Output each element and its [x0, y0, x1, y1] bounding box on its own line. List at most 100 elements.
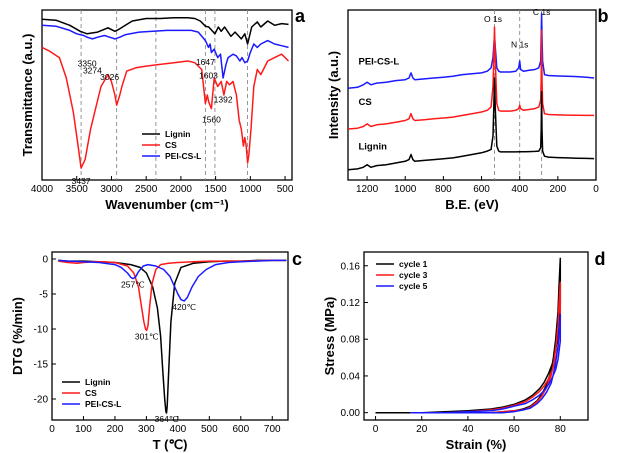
- x-tick-label: 1000: [394, 184, 417, 195]
- legend-label: CS: [85, 388, 97, 398]
- y-axis-label: DTG (%/min): [10, 297, 25, 375]
- series-tag: CS: [358, 97, 371, 108]
- x-tick-label: 3500: [66, 184, 89, 195]
- y-tick-label: 0.12: [341, 298, 361, 309]
- series-line-lignin: [348, 77, 595, 171]
- x-tick-label: 400: [511, 184, 528, 195]
- peak-annotation: 1392: [214, 94, 233, 104]
- x-tick-label: 0: [373, 424, 379, 435]
- peak-label: N 1s: [511, 39, 528, 49]
- peak-annotation: 1603: [199, 71, 218, 81]
- peak-annotation: 301℃: [135, 331, 159, 341]
- x-tick-label: 3000: [100, 184, 123, 195]
- x-tick-label: 500: [201, 424, 218, 435]
- plot-frame: [51, 251, 289, 421]
- legend-label: PEI-CS-L: [85, 399, 121, 409]
- x-tick-label: 600: [473, 184, 490, 195]
- panel-label: a: [295, 6, 306, 26]
- series-group: [348, 12, 595, 171]
- x-tick-label: 20: [416, 424, 428, 435]
- x-tick-label: 400: [170, 424, 187, 435]
- y-tick-label: -15: [34, 360, 49, 371]
- panel-c: 0 100 200 300 400 500 600 700 0 -5 -10 -15 -20 257℃ 30…: [10, 249, 302, 452]
- x-tick-label: 0: [49, 424, 55, 435]
- series-tag: Lignin: [358, 141, 387, 152]
- peak-annotation: 420℃: [172, 302, 196, 312]
- y-tick-label: 0.00: [341, 408, 361, 419]
- panel-label: d: [595, 249, 606, 269]
- x-tick-label: 700: [264, 424, 281, 435]
- y-tick-label: 0: [42, 255, 48, 266]
- series-group: [42, 16, 290, 169]
- x-tick-label: 200: [107, 424, 124, 435]
- x-axis-label: T (℃): [153, 437, 188, 452]
- series-line-cs: [58, 259, 287, 332]
- y-axis-label: Transmittance (a.u.): [20, 34, 35, 157]
- x-tick-label: 800: [435, 184, 452, 195]
- legend-label: PEI-CS-L: [165, 151, 201, 161]
- x-tick-label: 60: [509, 424, 521, 435]
- legend-label: CS: [165, 140, 177, 150]
- x-axis-label: B.E. (eV): [445, 197, 498, 212]
- x-tick-label: 0: [593, 184, 599, 195]
- legend-label: cycle 5: [399, 281, 428, 291]
- x-tick-label: 500: [277, 184, 294, 195]
- panel-b: 1200 1000 800 600 400 200 0 O 1s N 1s C 1s PEI-CS-…: [326, 6, 609, 212]
- peak-annotation: 3026: [100, 72, 119, 82]
- x-tick-label: 1500: [204, 184, 227, 195]
- panel-d: 0 20 40 60 80 0.00 0.04 0.08 0.12 0.16 Strain (%) S…: [322, 249, 606, 452]
- x-tick-label: 200: [550, 184, 567, 195]
- y-tick-label: 0.16: [341, 261, 361, 272]
- legend-label: cycle 3: [399, 270, 428, 280]
- series-line-pei-cs-l: [42, 24, 289, 79]
- series-line-pei-cs-l: [348, 12, 595, 89]
- x-tick-label: 4000: [31, 184, 54, 195]
- x-tick-label: 1000: [239, 184, 262, 195]
- x-tick-label: 80: [555, 424, 567, 435]
- legend-label: Lignin: [85, 377, 111, 387]
- x-tick-label: 2000: [170, 184, 193, 195]
- legend-label: Lignin: [165, 129, 191, 139]
- y-tick-label: 0.08: [341, 335, 361, 346]
- plot-frame: [41, 9, 293, 181]
- peak-label: C 1s: [533, 7, 550, 17]
- x-axis-label: Wavenumber (cm⁻¹): [105, 197, 228, 212]
- legend-label: cycle 1: [399, 259, 428, 269]
- peak-annotation: 3350: [78, 59, 97, 69]
- x-tick-label: 600: [232, 424, 249, 435]
- series-group: [375, 257, 562, 414]
- y-tick-label: -20: [34, 395, 49, 406]
- y-axis-label: Stress (MPa): [322, 297, 337, 376]
- y-tick-label: 0.04: [341, 371, 361, 382]
- y-tick-label: -5: [39, 290, 48, 301]
- series-line-cs: [42, 46, 290, 169]
- peak-annotation: 3274: [83, 65, 102, 75]
- series-line-cycle 3: [410, 281, 562, 414]
- plot-frame: [347, 9, 597, 181]
- y-tick-label: -10: [34, 325, 49, 336]
- plot-frame: [363, 251, 589, 421]
- x-tick-label: 300: [138, 424, 155, 435]
- x-tick-label: 2500: [135, 184, 158, 195]
- peak-annotation: 364℃: [155, 414, 179, 424]
- x-axis-label: Strain (%): [446, 437, 507, 452]
- x-tick-label: 1200: [356, 184, 379, 195]
- x-tick-label: 100: [75, 424, 92, 435]
- y-axis-label: Intensity (a.u.): [326, 51, 341, 139]
- series-line-lignin: [42, 16, 289, 45]
- series-line-cs: [348, 26, 595, 130]
- peak-annotation: 1647: [196, 57, 215, 67]
- series-line-cycle 5: [410, 313, 562, 414]
- peak-label: O 1s: [484, 14, 502, 24]
- panel-a: 4000 3500 3000 2500 2000 1500 1000 500 3437 33503…: [20, 6, 306, 212]
- panel-label: c: [292, 249, 302, 269]
- peak-annotation: 257℃: [121, 280, 145, 290]
- peak-annotation: 3437: [72, 176, 91, 186]
- x-tick-label: 40: [462, 424, 474, 435]
- peak-annotation: 1560: [202, 115, 221, 125]
- series-line-pei-cs-l: [58, 259, 287, 302]
